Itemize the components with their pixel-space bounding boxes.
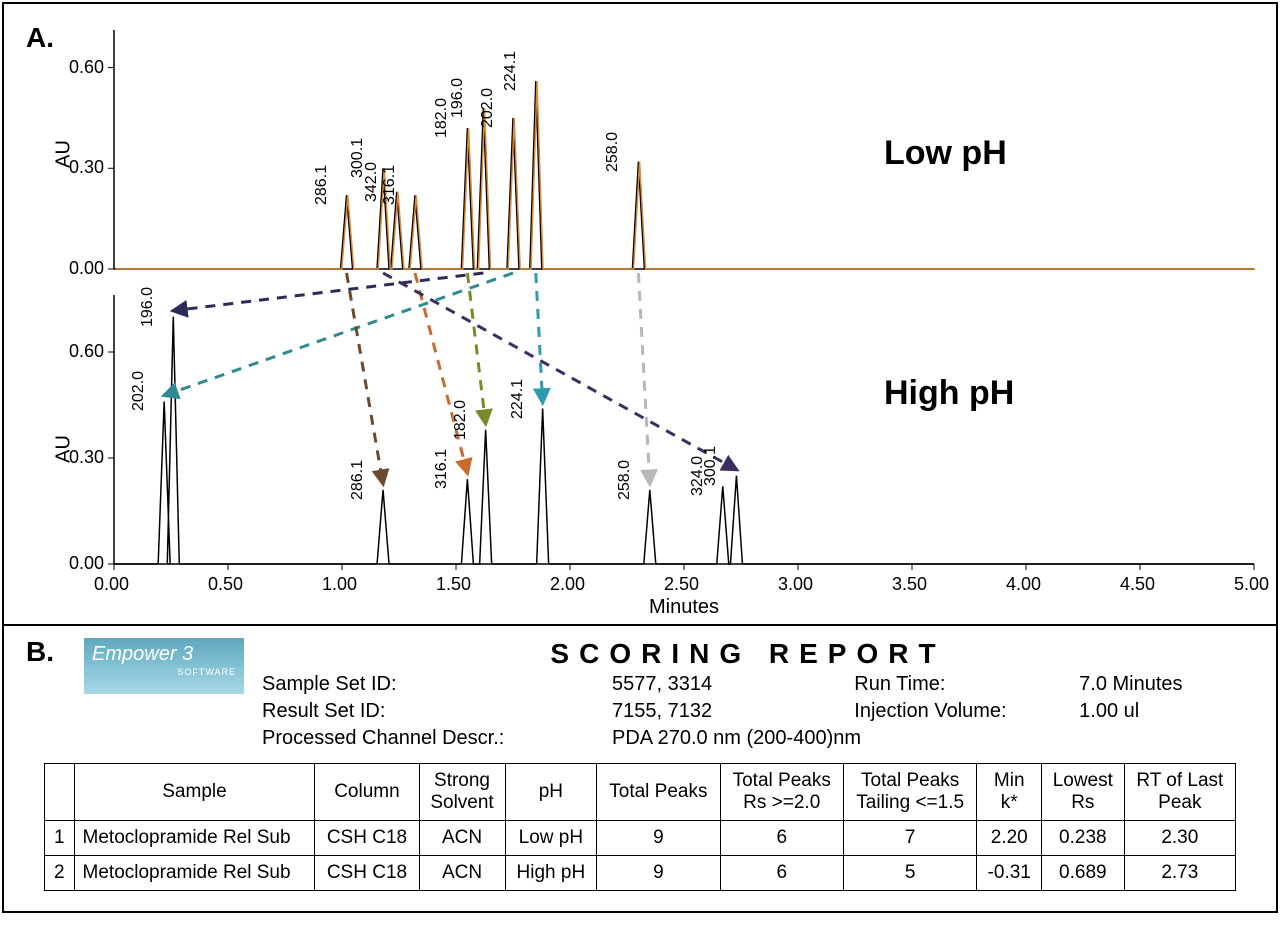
xtick-0.5: 0.50: [208, 574, 243, 595]
xtick-3: 3.00: [778, 574, 813, 595]
col-header-2: Column: [315, 764, 419, 821]
x-axis-title: Minutes: [649, 596, 719, 619]
cell-0-8: 2.20: [977, 821, 1042, 856]
cell-0-7: 7: [843, 821, 977, 856]
col-header-7: Total PeaksTailing <=1.5: [843, 764, 977, 821]
xtick-1.5: 1.50: [436, 574, 471, 595]
ytick-top_plot-0.3: 0.30: [69, 157, 104, 178]
panel-letter-b: B.: [26, 636, 54, 668]
cell-0-10: 2.30: [1124, 821, 1235, 856]
meta-channel-value: PDA 270.0 nm (200-400)nm: [612, 726, 1234, 751]
peak-label-top_plot-202.0: 202.0: [479, 88, 497, 128]
xtick-2: 2.00: [550, 574, 585, 595]
report-title: SCORING REPORT: [260, 638, 1236, 670]
ytick-top_plot-0: 0.00: [69, 258, 104, 279]
cell-0-3: ACN: [419, 821, 505, 856]
cell-1-6: 6: [720, 856, 843, 891]
peak-label-bottom_plot-196.0: 196.0: [139, 287, 157, 327]
peak-label-top_plot-258.0: 258.0: [604, 132, 622, 172]
cell-1-8: -0.31: [977, 856, 1042, 891]
ytick-bottom_plot-0.3: 0.30: [69, 447, 104, 468]
meta-result-set-label: Result Set ID:: [262, 699, 610, 724]
meta-runtime-value: 7.0 Minutes: [1079, 672, 1234, 697]
xtick-4: 4.00: [1006, 574, 1041, 595]
logo-subtext: SOFTWARE: [92, 668, 236, 677]
cell-0-5: 9: [597, 821, 720, 856]
cell-0-2: CSH C18: [315, 821, 419, 856]
peak-label-top_plot-286.1: 286.1: [313, 165, 331, 205]
peak-label-top_plot-224.1: 224.1: [502, 51, 520, 91]
label-low-ph: Low pH: [884, 134, 1007, 173]
meta-injvol-value: 1.00 ul: [1079, 699, 1234, 724]
xtick-4.5: 4.50: [1120, 574, 1155, 595]
cell-1-4: High pH: [505, 856, 597, 891]
meta-injvol-label: Injection Volume:: [854, 699, 1077, 724]
cell-1-9: 0.689: [1041, 856, 1124, 891]
ytick-bottom_plot-0.6: 0.60: [69, 341, 104, 362]
cell-1-3: ACN: [419, 856, 505, 891]
col-header-1: Sample: [74, 764, 315, 821]
cell-1-5: 9: [597, 856, 720, 891]
peak-label-top_plot-342.0: 342.0: [363, 162, 381, 202]
table-row: 2Metoclopramide Rel SubCSH C18ACNHigh pH…: [45, 856, 1236, 891]
col-header-6: Total PeaksRs >=2.0: [720, 764, 843, 821]
col-header-8: Mink*: [977, 764, 1042, 821]
chromatogram-panel: A. Low pH High pH AU AU 0.000.300.600.00…: [4, 4, 1276, 624]
xtick-3.5: 3.50: [892, 574, 927, 595]
col-header-10: RT of LastPeak: [1124, 764, 1235, 821]
label-high-ph: High pH: [884, 374, 1014, 413]
cell-0-0: 1: [45, 821, 75, 856]
peak-label-top_plot-196.0: 196.0: [449, 78, 467, 118]
cell-1-0: 2: [45, 856, 75, 891]
cell-1-7: 5: [843, 856, 977, 891]
xtick-0: 0.00: [94, 574, 129, 595]
peak-label-bottom_plot-182.0: 182.0: [452, 400, 470, 440]
ytick-bottom_plot-0: 0.00: [69, 553, 104, 574]
peak-label-bottom_plot-286.1: 286.1: [349, 460, 367, 500]
panel-letter-a: A.: [26, 22, 54, 54]
xtick-1: 1.00: [322, 574, 357, 595]
meta-sample-set-label: Sample Set ID:: [262, 672, 610, 697]
peak-label-bottom_plot-258.0: 258.0: [616, 460, 634, 500]
report-panel: B. Empower 3 SOFTWARE SCORING REPORT Sam…: [4, 626, 1276, 911]
chromatogram-svg: [4, 4, 1276, 624]
peak-label-bottom_plot-224.1: 224.1: [509, 378, 527, 418]
col-header-5: Total Peaks: [597, 764, 720, 821]
meta-runtime-label: Run Time:: [854, 672, 1077, 697]
meta-channel-label: Processed Channel Descr.:: [262, 726, 610, 751]
cell-0-1: Metoclopramide Rel Sub: [74, 821, 315, 856]
software-logo: Empower 3 SOFTWARE: [84, 638, 244, 694]
peak-label-bottom_plot-202.0: 202.0: [130, 371, 148, 411]
peak-label-top_plot-316.1: 316.1: [381, 165, 399, 205]
report-meta-table: Sample Set ID: 5577, 3314 Run Time: 7.0 …: [260, 670, 1236, 753]
cell-1-1: Metoclopramide Rel Sub: [74, 856, 315, 891]
col-header-4: pH: [505, 764, 597, 821]
logo-text: Empower 3: [92, 643, 193, 665]
peak-label-bottom_plot-316.1: 316.1: [433, 449, 451, 489]
col-header-3: StrongSolvent: [419, 764, 505, 821]
cell-1-10: 2.73: [1124, 856, 1235, 891]
scoring-table: SampleColumnStrongSolventpHTotal PeaksTo…: [44, 763, 1236, 891]
cell-0-9: 0.238: [1041, 821, 1124, 856]
xtick-5: 5.00: [1234, 574, 1269, 595]
cell-1-2: CSH C18: [315, 856, 419, 891]
ytick-top_plot-0.6: 0.60: [69, 57, 104, 78]
peak-label-bottom_plot-300.1: 300.1: [702, 446, 720, 486]
cell-0-6: 6: [720, 821, 843, 856]
cell-0-4: Low pH: [505, 821, 597, 856]
table-row: 1Metoclopramide Rel SubCSH C18ACNLow pH9…: [45, 821, 1236, 856]
meta-result-set-value: 7155, 7132: [612, 699, 762, 724]
figure-container: A. Low pH High pH AU AU 0.000.300.600.00…: [2, 2, 1278, 913]
meta-sample-set-value: 5577, 3314: [612, 672, 762, 697]
xtick-2.5: 2.50: [664, 574, 699, 595]
col-header-0: [45, 764, 75, 821]
col-header-9: LowestRs: [1041, 764, 1124, 821]
